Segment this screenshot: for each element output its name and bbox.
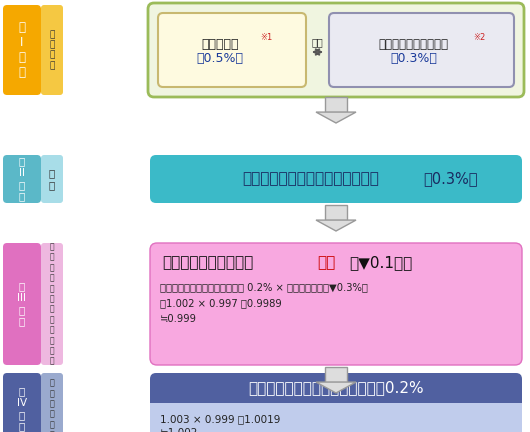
Text: 〔0.3%〕: 〔0.3%〕 [424,172,478,187]
Text: 第
II
段
階: 第 II 段 階 [19,157,25,201]
Text: 令和２年度の年金額の改定率は、0.2%: 令和２年度の年金額の改定率は、0.2% [248,381,424,396]
Text: （公的年金の被保険者総数の増 0.2% × 平均余命の伸び▼0.3%）: （公的年金の被保険者総数の増 0.2% × 平均余命の伸び▼0.3%） [160,282,368,292]
FancyBboxPatch shape [3,5,41,95]
Text: ≒0.999: ≒0.999 [160,314,197,324]
FancyBboxPatch shape [150,155,522,203]
FancyBboxPatch shape [148,3,524,97]
FancyBboxPatch shape [3,373,41,432]
FancyBboxPatch shape [41,373,63,432]
Text: 第
IV
段
階: 第 IV 段 階 [17,387,27,432]
Text: 比
較
選
択: 比 較 選 択 [49,30,55,70]
Text: 第
III
段
階: 第 III 段 階 [17,282,26,327]
Text: 比較: 比較 [312,37,323,47]
Text: 【0.5%】: 【0.5%】 [197,51,243,64]
Polygon shape [316,220,356,231]
FancyBboxPatch shape [41,155,63,203]
Text: 【0.3%】: 【0.3%】 [390,51,437,64]
FancyBboxPatch shape [41,5,63,95]
FancyBboxPatch shape [150,403,522,432]
Bar [150,404,522,409]
Polygon shape [325,205,347,220]
Text: 名目手取り賃金変動率による改定: 名目手取り賃金変動率による改定 [243,172,379,187]
Text: 決
定: 決 定 [49,168,55,190]
FancyBboxPatch shape [41,243,63,365]
Polygon shape [325,97,347,112]
Text: ＝1.002 × 0.997 ＝0.9989: ＝1.002 × 0.997 ＝0.9989 [160,298,282,308]
Text: 1.003 × 0.999 ＝1.0019: 1.003 × 0.999 ＝1.0019 [160,414,280,424]
Polygon shape [316,112,356,123]
Text: 物価変動率: 物価変動率 [201,38,238,51]
Text: 【▼0.1％】: 【▼0.1％】 [349,255,412,270]
FancyBboxPatch shape [150,243,522,365]
FancyBboxPatch shape [3,243,41,365]
Text: 第
I
段
階: 第 I 段 階 [19,21,25,79]
FancyBboxPatch shape [158,13,306,87]
Polygon shape [316,382,356,393]
Bar [150,403,522,432]
FancyBboxPatch shape [329,13,514,87]
Polygon shape [325,367,347,382]
Text: 発動: 発動 [317,255,335,270]
FancyBboxPatch shape [150,373,522,403]
Text: マクロ経済スライドは: マクロ経済スライドは [162,255,253,270]
Text: ※1: ※1 [260,32,272,41]
Bar [150,397,522,403]
Text: ※2: ※2 [473,32,486,41]
Text: マ
ク
ロ
経
済
ス
ラ
イ
ド
の
調
整: マ ク ロ 経 済 ス ラ イ ド の 調 整 [50,242,54,366]
Text: 改
定
率
の
算
定: 改 定 率 の 算 定 [50,378,55,432]
Text: ≒1.002: ≒1.002 [160,428,198,432]
Text: 名目手取り賃金変動率: 名目手取り賃金変動率 [378,38,448,51]
FancyBboxPatch shape [3,155,41,203]
